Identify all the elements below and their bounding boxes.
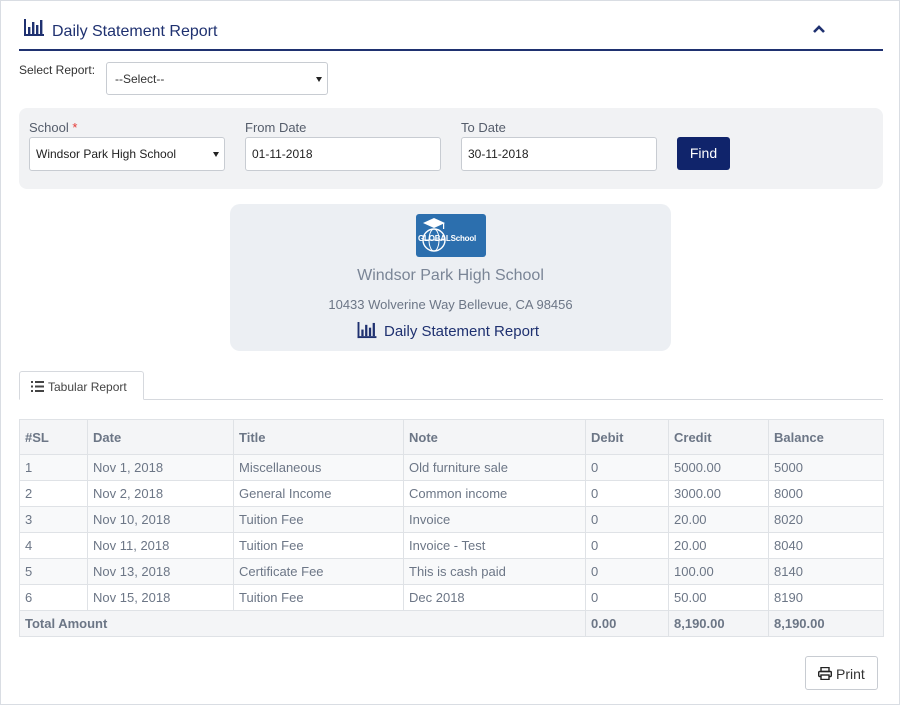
cell-date: Nov 15, 2018 xyxy=(87,584,234,611)
cell-note: This is cash paid xyxy=(403,558,586,585)
to-date-label: To Date xyxy=(461,120,506,135)
printer-icon xyxy=(817,666,833,683)
find-button[interactable]: Find xyxy=(677,137,730,170)
cell-debit: 0 xyxy=(585,454,669,481)
column-header-title[interactable]: Title xyxy=(233,419,404,455)
panel-header: Daily Statement Report xyxy=(19,15,883,51)
cell-note: Invoice - Test xyxy=(403,532,586,559)
from-date-value: 01-11-2018 xyxy=(252,147,313,161)
print-button[interactable]: Print xyxy=(805,656,878,690)
cell-sl: 4 xyxy=(19,532,88,559)
cell-note: Old furniture sale xyxy=(403,454,586,481)
column-header-sl[interactable]: #SL xyxy=(19,419,88,455)
cell-debit: 0 xyxy=(585,584,669,611)
cell-sl: 6 xyxy=(19,584,88,611)
cell-date: Nov 1, 2018 xyxy=(87,454,234,481)
cell-sl: 1 xyxy=(19,454,88,481)
cell-sl: 5 xyxy=(19,558,88,585)
cell-balance: 8190 xyxy=(768,584,884,611)
bar-chart-icon xyxy=(356,322,378,342)
school-card: GLOBALSchool Windsor Park High School 10… xyxy=(230,204,671,351)
table-row: 6 Nov 15, 2018 Tuition Fee Dec 2018 0 50.00 81… xyxy=(19,584,884,611)
school-select-value: Windsor Park High School xyxy=(36,147,177,161)
statement-table: #SL Date Title Note Debit Credit Balance… xyxy=(19,419,884,637)
column-header-debit[interactable]: Debit xyxy=(585,419,669,455)
cell-credit: 20.00 xyxy=(668,532,769,559)
cell-balance: 8140 xyxy=(768,558,884,585)
cell-note: Invoice xyxy=(403,506,586,533)
school-select[interactable]: Windsor Park High School xyxy=(29,137,225,171)
total-label: Total Amount xyxy=(19,610,586,637)
select-report-label: Select Report: xyxy=(19,63,96,77)
to-date-input[interactable]: 30-11-2018 xyxy=(461,137,657,171)
to-date-value: 30-11-2018 xyxy=(468,147,529,161)
cell-title: Tuition Fee xyxy=(233,506,404,533)
select-report-dropdown[interactable]: --Select-- xyxy=(106,62,328,95)
cell-balance: 5000 xyxy=(768,454,884,481)
cell-sl: 2 xyxy=(19,480,88,507)
list-icon xyxy=(31,380,44,395)
column-header-date[interactable]: Date xyxy=(87,419,234,455)
total-credit: 8,190.00 xyxy=(668,610,769,637)
print-label: Print xyxy=(836,666,865,682)
table-row: 5 Nov 13, 2018 Certificate Fee This is cash… xyxy=(19,558,884,585)
filter-panel: School * Windsor Park High School From D… xyxy=(19,108,883,189)
cell-credit: 5000.00 xyxy=(668,454,769,481)
school-label: School * xyxy=(29,120,78,135)
select-report-value: --Select-- xyxy=(115,72,165,86)
column-header-credit[interactable]: Credit xyxy=(668,419,769,455)
cell-credit: 3000.00 xyxy=(668,480,769,507)
cell-credit: 20.00 xyxy=(668,506,769,533)
from-date-label: From Date xyxy=(245,120,307,135)
cell-title: General Income xyxy=(233,480,404,507)
cell-title: Certificate Fee xyxy=(233,558,404,585)
cell-date: Nov 13, 2018 xyxy=(87,558,234,585)
cell-date: Nov 11, 2018 xyxy=(87,532,234,559)
tab-label: Tabular Report xyxy=(48,380,127,394)
cell-date: Nov 2, 2018 xyxy=(87,480,234,507)
cell-note: Dec 2018 xyxy=(403,584,586,611)
cell-title: Miscellaneous xyxy=(233,454,404,481)
column-header-note[interactable]: Note xyxy=(403,419,586,455)
from-date-input[interactable]: 01-11-2018 xyxy=(245,137,441,171)
bar-chart-icon xyxy=(23,19,45,40)
cell-note: Common income xyxy=(403,480,586,507)
cell-balance: 8040 xyxy=(768,532,884,559)
cell-balance: 8020 xyxy=(768,506,884,533)
total-row: Total Amount 0.00 8,190.00 8,190.00 xyxy=(19,610,884,637)
cell-title: Tuition Fee xyxy=(233,532,404,559)
cell-sl: 3 xyxy=(19,506,88,533)
cell-debit: 0 xyxy=(585,506,669,533)
cell-title: Tuition Fee xyxy=(233,584,404,611)
school-logo: GLOBALSchool xyxy=(416,214,486,257)
table-row: 1 Nov 1, 2018 Miscellaneous Old furniture s… xyxy=(19,454,884,481)
cell-debit: 0 xyxy=(585,532,669,559)
school-name: Windsor Park High School xyxy=(357,267,544,284)
report-title-text: Daily Statement Report xyxy=(384,323,540,340)
table-row: 4 Nov 11, 2018 Tuition Fee Invoice - Test 0 2… xyxy=(19,532,884,559)
total-debit: 0.00 xyxy=(585,610,669,637)
cell-debit: 0 xyxy=(585,480,669,507)
chevron-up-icon[interactable] xyxy=(811,21,827,37)
table-row: 3 Nov 10, 2018 Tuition Fee Invoice 0 20.00 802… xyxy=(19,506,884,533)
cell-date: Nov 10, 2018 xyxy=(87,506,234,533)
column-header-balance[interactable]: Balance xyxy=(768,419,884,455)
cell-credit: 50.00 xyxy=(668,584,769,611)
caret-down-icon xyxy=(316,77,322,82)
table-header-row: #SL Date Title Note Debit Credit Balance xyxy=(19,419,884,455)
page-title: Daily Statement Report xyxy=(52,23,218,40)
cell-debit: 0 xyxy=(585,558,669,585)
caret-down-icon xyxy=(213,152,219,157)
cell-credit: 100.00 xyxy=(668,558,769,585)
tab-divider xyxy=(19,399,883,400)
school-address: 10433 Wolverine Way Bellevue, CA 98456 xyxy=(328,297,573,312)
cell-balance: 8000 xyxy=(768,480,884,507)
tab-tabular-report[interactable]: Tabular Report xyxy=(19,371,144,400)
table-row: 2 Nov 2, 2018 General Income Common income 0… xyxy=(19,480,884,507)
logo-text: GLOBALSchool xyxy=(418,234,477,243)
total-balance: 8,190.00 xyxy=(768,610,884,637)
